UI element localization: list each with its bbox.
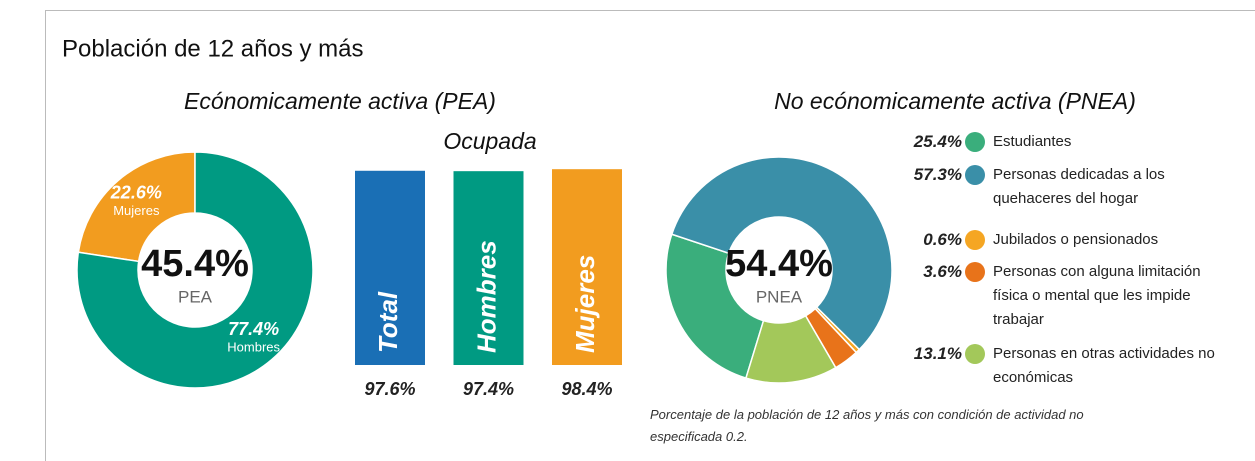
segment-name-label: Hombres [227,340,280,355]
bar [355,170,425,365]
segment-name-label: Mujeres [113,203,160,218]
bar-value-label: 97.6% [364,379,415,399]
bar-category-label: Total [373,291,403,353]
legend-label: Personas dedicadas a los quehaceres del … [993,166,1165,207]
chart-subtitle: Ocupada [443,128,536,154]
legend-value: 3.6% [923,262,962,281]
bar [552,169,622,365]
footnote: Porcentaje de la población de 12 años y … [650,407,1084,444]
donut-center [726,217,832,323]
page-title: Población de 12 años y más [62,35,364,62]
center-text: PEA [178,287,213,306]
bar-category-label: Mujeres [570,255,600,353]
bar-value-label: 97.4% [463,379,514,399]
legend-label: Personas en otras actividades no económi… [993,345,1215,386]
bar-value-label: 98.4% [561,379,612,399]
legend-label: Personas con alguna limitación física o … [993,263,1201,328]
segment-value-label: 77.4% [228,319,279,339]
chart-subtitle: No ecónomicamente activa (PNEA) [774,88,1136,114]
legend-value: 57.3% [913,165,962,184]
legend-swatch [965,230,985,250]
legend-swatch [965,344,985,364]
legend-swatch [965,262,985,282]
chart-subtitle: Ecónomicamente activa (PEA) [184,88,496,114]
legend-label: Jubilados o pensionados [993,231,1159,248]
donut-center [138,213,252,327]
legend-value: 0.6% [923,230,962,249]
legend-swatch [965,132,985,152]
legend-value: 13.1% [913,344,962,363]
legend-value: 25.4% [913,132,962,151]
center-text: PNEA [756,287,803,306]
segment-value-label: 22.6% [110,182,162,202]
legend-swatch [965,165,985,185]
center-value: 54.4% [725,243,833,285]
legend-label: Estudiantes [993,133,1072,150]
bar [453,171,524,365]
bar-category-label: Hombres [471,240,501,353]
center-value: 45.4% [141,243,249,285]
